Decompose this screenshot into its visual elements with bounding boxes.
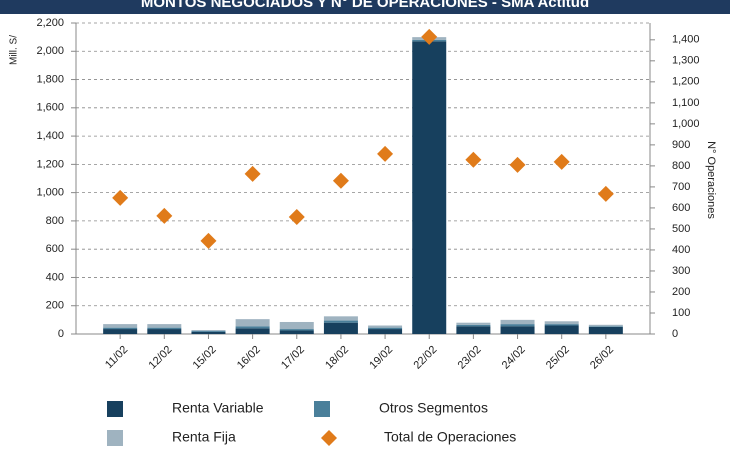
y-tick-label: 1,800 (36, 73, 64, 85)
y2-tick-label: 1,100 (672, 97, 700, 109)
y-tick-label: 2,200 (36, 17, 64, 29)
bar-segment (191, 330, 226, 331)
x-tick-label: 25/02 (544, 344, 572, 372)
x-tick-label: 23/02 (456, 344, 484, 372)
bar-segment (191, 330, 226, 332)
legend-label: Total de Operaciones (384, 429, 516, 445)
y-tick-label: 1,400 (36, 130, 64, 142)
bar-segment (279, 329, 314, 331)
bar-segment (147, 324, 182, 328)
bar-segment (235, 328, 270, 334)
y2-tick-label: 1,000 (672, 118, 700, 130)
legend-marker (321, 430, 337, 446)
diamond-marker (465, 151, 482, 168)
bar-segment (456, 322, 491, 325)
legend-swatch (107, 401, 123, 417)
y-tick-label: 600 (46, 243, 64, 255)
y-tick-label: 0 (58, 328, 64, 340)
bar-segment (368, 325, 403, 328)
y2-tick-label: 300 (672, 265, 690, 277)
y2-tick-label: 500 (672, 223, 690, 235)
x-tick-label: 24/02 (500, 344, 528, 372)
bar-segment (103, 327, 138, 330)
bar-segment (368, 327, 403, 330)
bar-segment (323, 320, 358, 323)
x-tick-label: 17/02 (279, 344, 307, 372)
y2-tick-label: 100 (672, 307, 690, 319)
bar-segment (103, 324, 138, 328)
bar-segment (235, 326, 270, 329)
y-axis-label: Mill. S/ (9, 35, 20, 65)
y2-tick-label: 1,300 (672, 55, 700, 67)
bar-segment (147, 327, 182, 330)
y2-tick-label: 700 (672, 181, 690, 193)
y2-tick-label: 0 (672, 328, 678, 340)
y-tick-label: 800 (46, 215, 64, 227)
bar-segment (544, 324, 579, 326)
bar-segment (588, 324, 623, 327)
y2-tick-label: 1,400 (672, 34, 700, 46)
bar-segment (191, 331, 226, 334)
legend-swatch (107, 430, 123, 446)
bar-segment (544, 325, 579, 334)
chart-title: MONTOS NEGOCIADOS Y N° DE OPERACIONES - … (141, 0, 589, 11)
legend-swatch (314, 401, 330, 417)
y2-tick-label: 1,200 (672, 76, 700, 88)
bar-segment (103, 329, 138, 334)
diamond-marker (509, 156, 526, 173)
x-tick-label: 11/02 (103, 344, 130, 371)
diamond-marker (156, 207, 173, 224)
bar-segment (456, 324, 491, 327)
y-tick-label: 200 (46, 300, 64, 312)
diamond-marker (244, 165, 261, 182)
bar-segment (456, 326, 491, 334)
bar-segment (323, 322, 358, 334)
y-tick-label: 1,600 (36, 102, 64, 114)
x-tick-label: 26/02 (588, 344, 616, 372)
y2-tick-label: 600 (672, 202, 690, 214)
bar-segment (412, 41, 447, 335)
legend-label: Renta Fija (172, 429, 236, 445)
bar-segment (235, 319, 270, 327)
bar-segment (500, 319, 535, 325)
x-tick-label: 12/02 (147, 344, 175, 372)
bar-segment (544, 321, 579, 325)
y2-tick-label: 400 (672, 244, 690, 256)
diamond-marker (332, 172, 349, 189)
y2-axis-label: N° Operaciones (705, 141, 717, 219)
x-tick-label: 22/02 (411, 344, 439, 372)
diamond-marker (553, 153, 570, 170)
diamond-marker (288, 208, 305, 225)
bar-segment (323, 316, 358, 321)
y-tick-label: 400 (46, 271, 64, 283)
y-tick-label: 2,000 (36, 45, 64, 57)
y2-tick-label: 900 (672, 139, 690, 151)
bar-segment (500, 326, 535, 334)
diamond-marker (597, 185, 614, 202)
bar-segment (279, 321, 314, 330)
diamond-marker (421, 28, 438, 45)
bar-segment (147, 329, 182, 334)
bar-segment (368, 329, 403, 334)
title-band (0, 0, 730, 14)
bar-segment (279, 330, 314, 334)
diamond-marker (112, 189, 129, 206)
x-tick-label: 18/02 (323, 344, 351, 372)
bar-segment (588, 326, 623, 334)
bar-segment (588, 326, 623, 327)
y2-tick-label: 800 (672, 160, 690, 172)
legend-label: Otros Segmentos (379, 400, 488, 416)
x-tick-label: 16/02 (235, 344, 263, 372)
y-tick-label: 1,000 (36, 187, 64, 199)
x-tick-label: 15/02 (191, 344, 219, 372)
x-tick-label: 19/02 (367, 344, 395, 372)
bar-segment (500, 324, 535, 327)
diamond-marker (200, 232, 217, 249)
y2-tick-label: 200 (672, 286, 690, 298)
legend-label: Renta Variable (172, 400, 264, 416)
y-tick-label: 1,200 (36, 158, 64, 170)
diamond-marker (377, 145, 394, 162)
